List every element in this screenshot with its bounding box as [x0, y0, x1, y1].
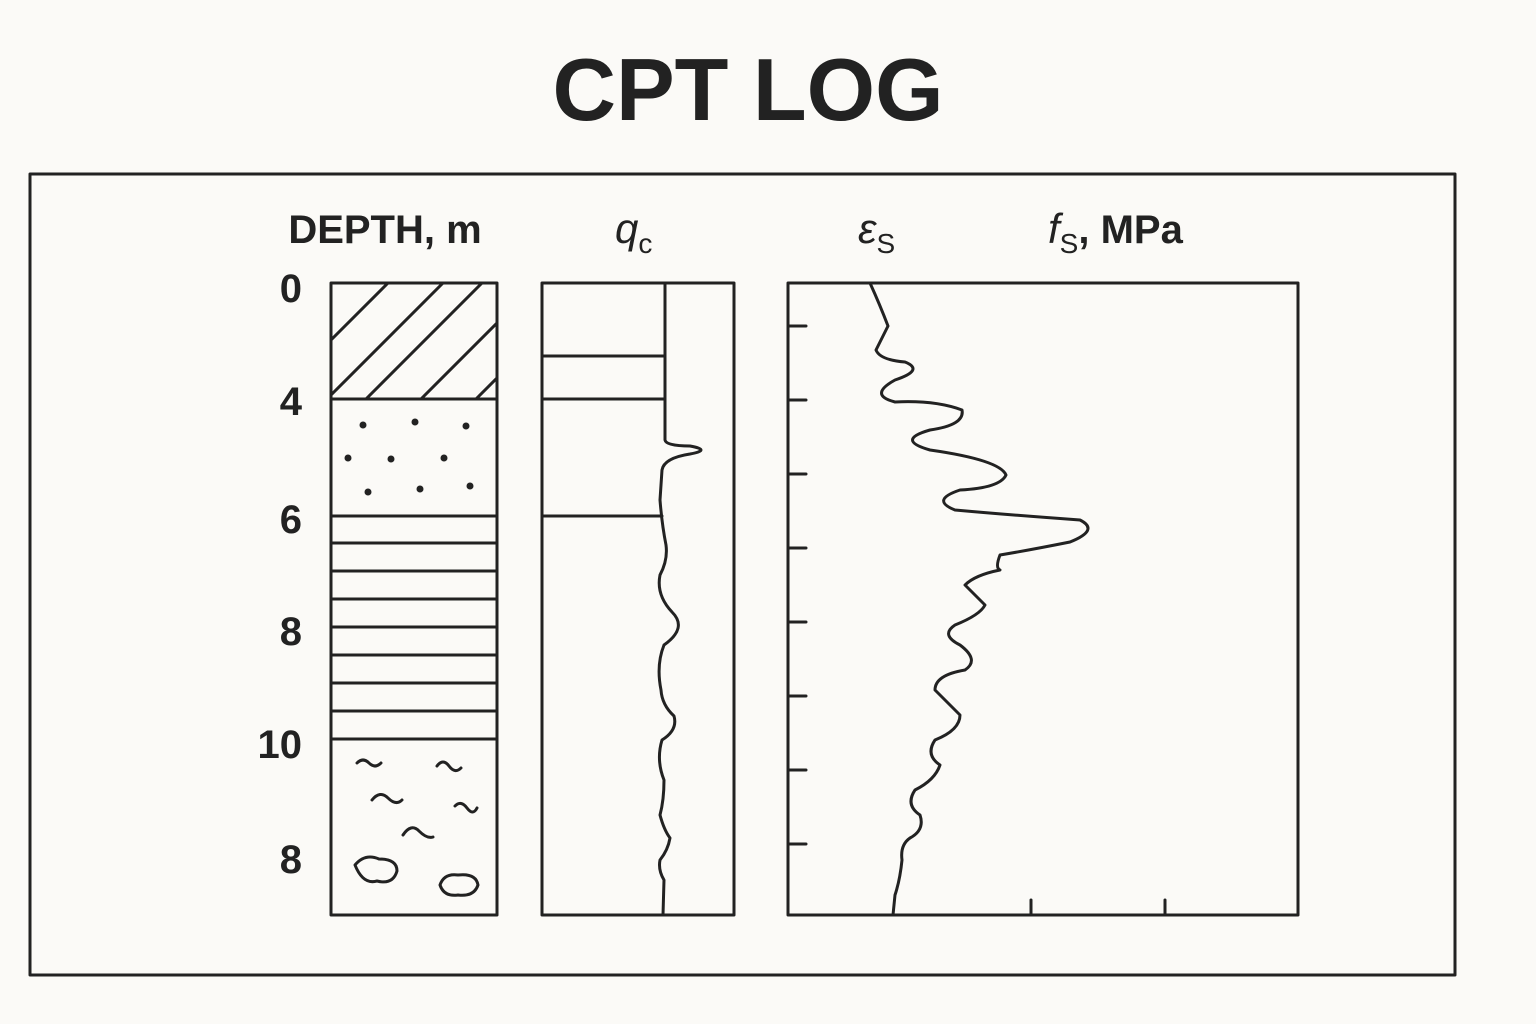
- sand-dots: [344, 418, 474, 496]
- gravel: [353, 758, 480, 897]
- column-border: [540, 281, 736, 917]
- qc-column: [540, 281, 736, 917]
- frame: [28, 172, 1457, 977]
- fs-curve: [868, 281, 1090, 917]
- qc-curve: [657, 281, 703, 917]
- column-border: [786, 281, 1300, 917]
- unit: , MPa: [1078, 208, 1183, 252]
- soil-column: [329, 281, 499, 917]
- subscript: c: [638, 228, 652, 259]
- symbol: q: [615, 205, 639, 252]
- depth-labels: 0 4 6 8 10 8: [258, 267, 303, 882]
- title: CPT LOG: [552, 40, 943, 139]
- clay-lines: [329, 397, 499, 741]
- qc-header: qc: [615, 205, 652, 259]
- hatch: [331, 283, 497, 399]
- column-border: [329, 281, 499, 917]
- depth-label: 4: [280, 380, 303, 424]
- depth-label: 8: [280, 838, 302, 882]
- depth-header: DEPTH, m: [288, 208, 481, 252]
- depth-label: 0: [280, 267, 302, 311]
- ticks: [786, 324, 1167, 917]
- eps-header: εS: [858, 205, 895, 259]
- layer-lines: [540, 354, 667, 518]
- subscript: S: [1060, 228, 1079, 259]
- depth-label: 8: [280, 610, 302, 654]
- fs-column: [786, 281, 1300, 917]
- subscript: S: [876, 228, 895, 259]
- depth-label: 6: [280, 498, 302, 542]
- depth-label: 10: [258, 723, 303, 767]
- symbol: ε: [858, 205, 877, 252]
